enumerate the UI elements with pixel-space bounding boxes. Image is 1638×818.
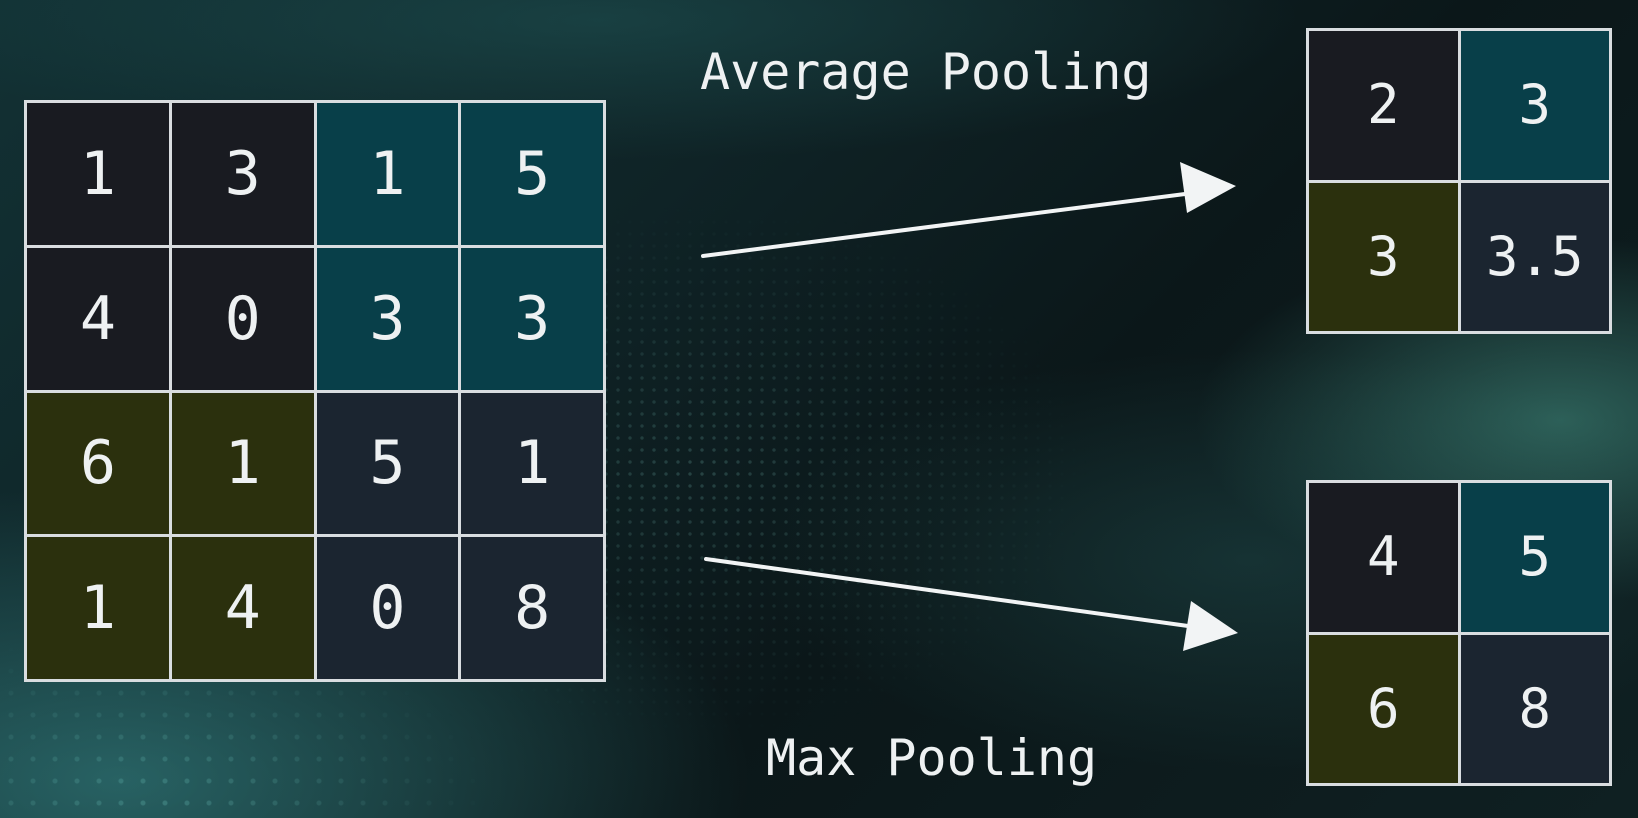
input-cell-r1-c1: 0	[171, 247, 314, 390]
input-cell-r2-c1: 1	[171, 392, 314, 535]
input-cell-r1-c2: 3	[316, 247, 459, 390]
max-cell-r0-c0: 4	[1309, 483, 1458, 632]
max-pooling-label: Max Pooling	[766, 729, 1098, 787]
input-cell-r3-c3: 8	[461, 537, 603, 679]
input-cell-r0-c0: 1	[27, 103, 169, 245]
input-cell-r3-c0: 1	[27, 537, 169, 679]
input-cell-r0-c2: 1	[316, 103, 459, 245]
input-cell-r0-c1: 3	[171, 103, 314, 245]
input-cell-r1-c0: 4	[27, 247, 169, 390]
max-cell-r0-c1: 5	[1460, 483, 1609, 632]
input-cell-r2-c2: 5	[316, 392, 459, 535]
input-cell-r3-c2: 0	[316, 537, 459, 679]
input-cell-r2-c0: 6	[27, 392, 169, 535]
avg-cell-r0-c0: 2	[1309, 31, 1458, 180]
input-cell-r3-c1: 4	[171, 537, 314, 679]
max-pooling-output: 4 5 6 8	[1306, 480, 1612, 786]
input-cell-r2-c3: 1	[461, 392, 603, 535]
avg-cell-r1-c1: 3.5	[1460, 182, 1609, 331]
max-cell-r1-c0: 6	[1309, 634, 1458, 783]
input-cell-r1-c3: 3	[461, 247, 603, 390]
input-cell-r0-c3: 5	[461, 103, 603, 245]
average-pooling-label: Average Pooling	[700, 43, 1152, 101]
average-pooling-output: 2 3 3 3.5	[1306, 28, 1612, 334]
input-matrix: 1 3 1 5 4 0 3 3 6 1 5 1 1 4 0 8	[24, 100, 606, 682]
avg-cell-r1-c0: 3	[1309, 182, 1458, 331]
avg-cell-r0-c1: 3	[1460, 31, 1609, 180]
max-cell-r1-c1: 8	[1460, 634, 1609, 783]
